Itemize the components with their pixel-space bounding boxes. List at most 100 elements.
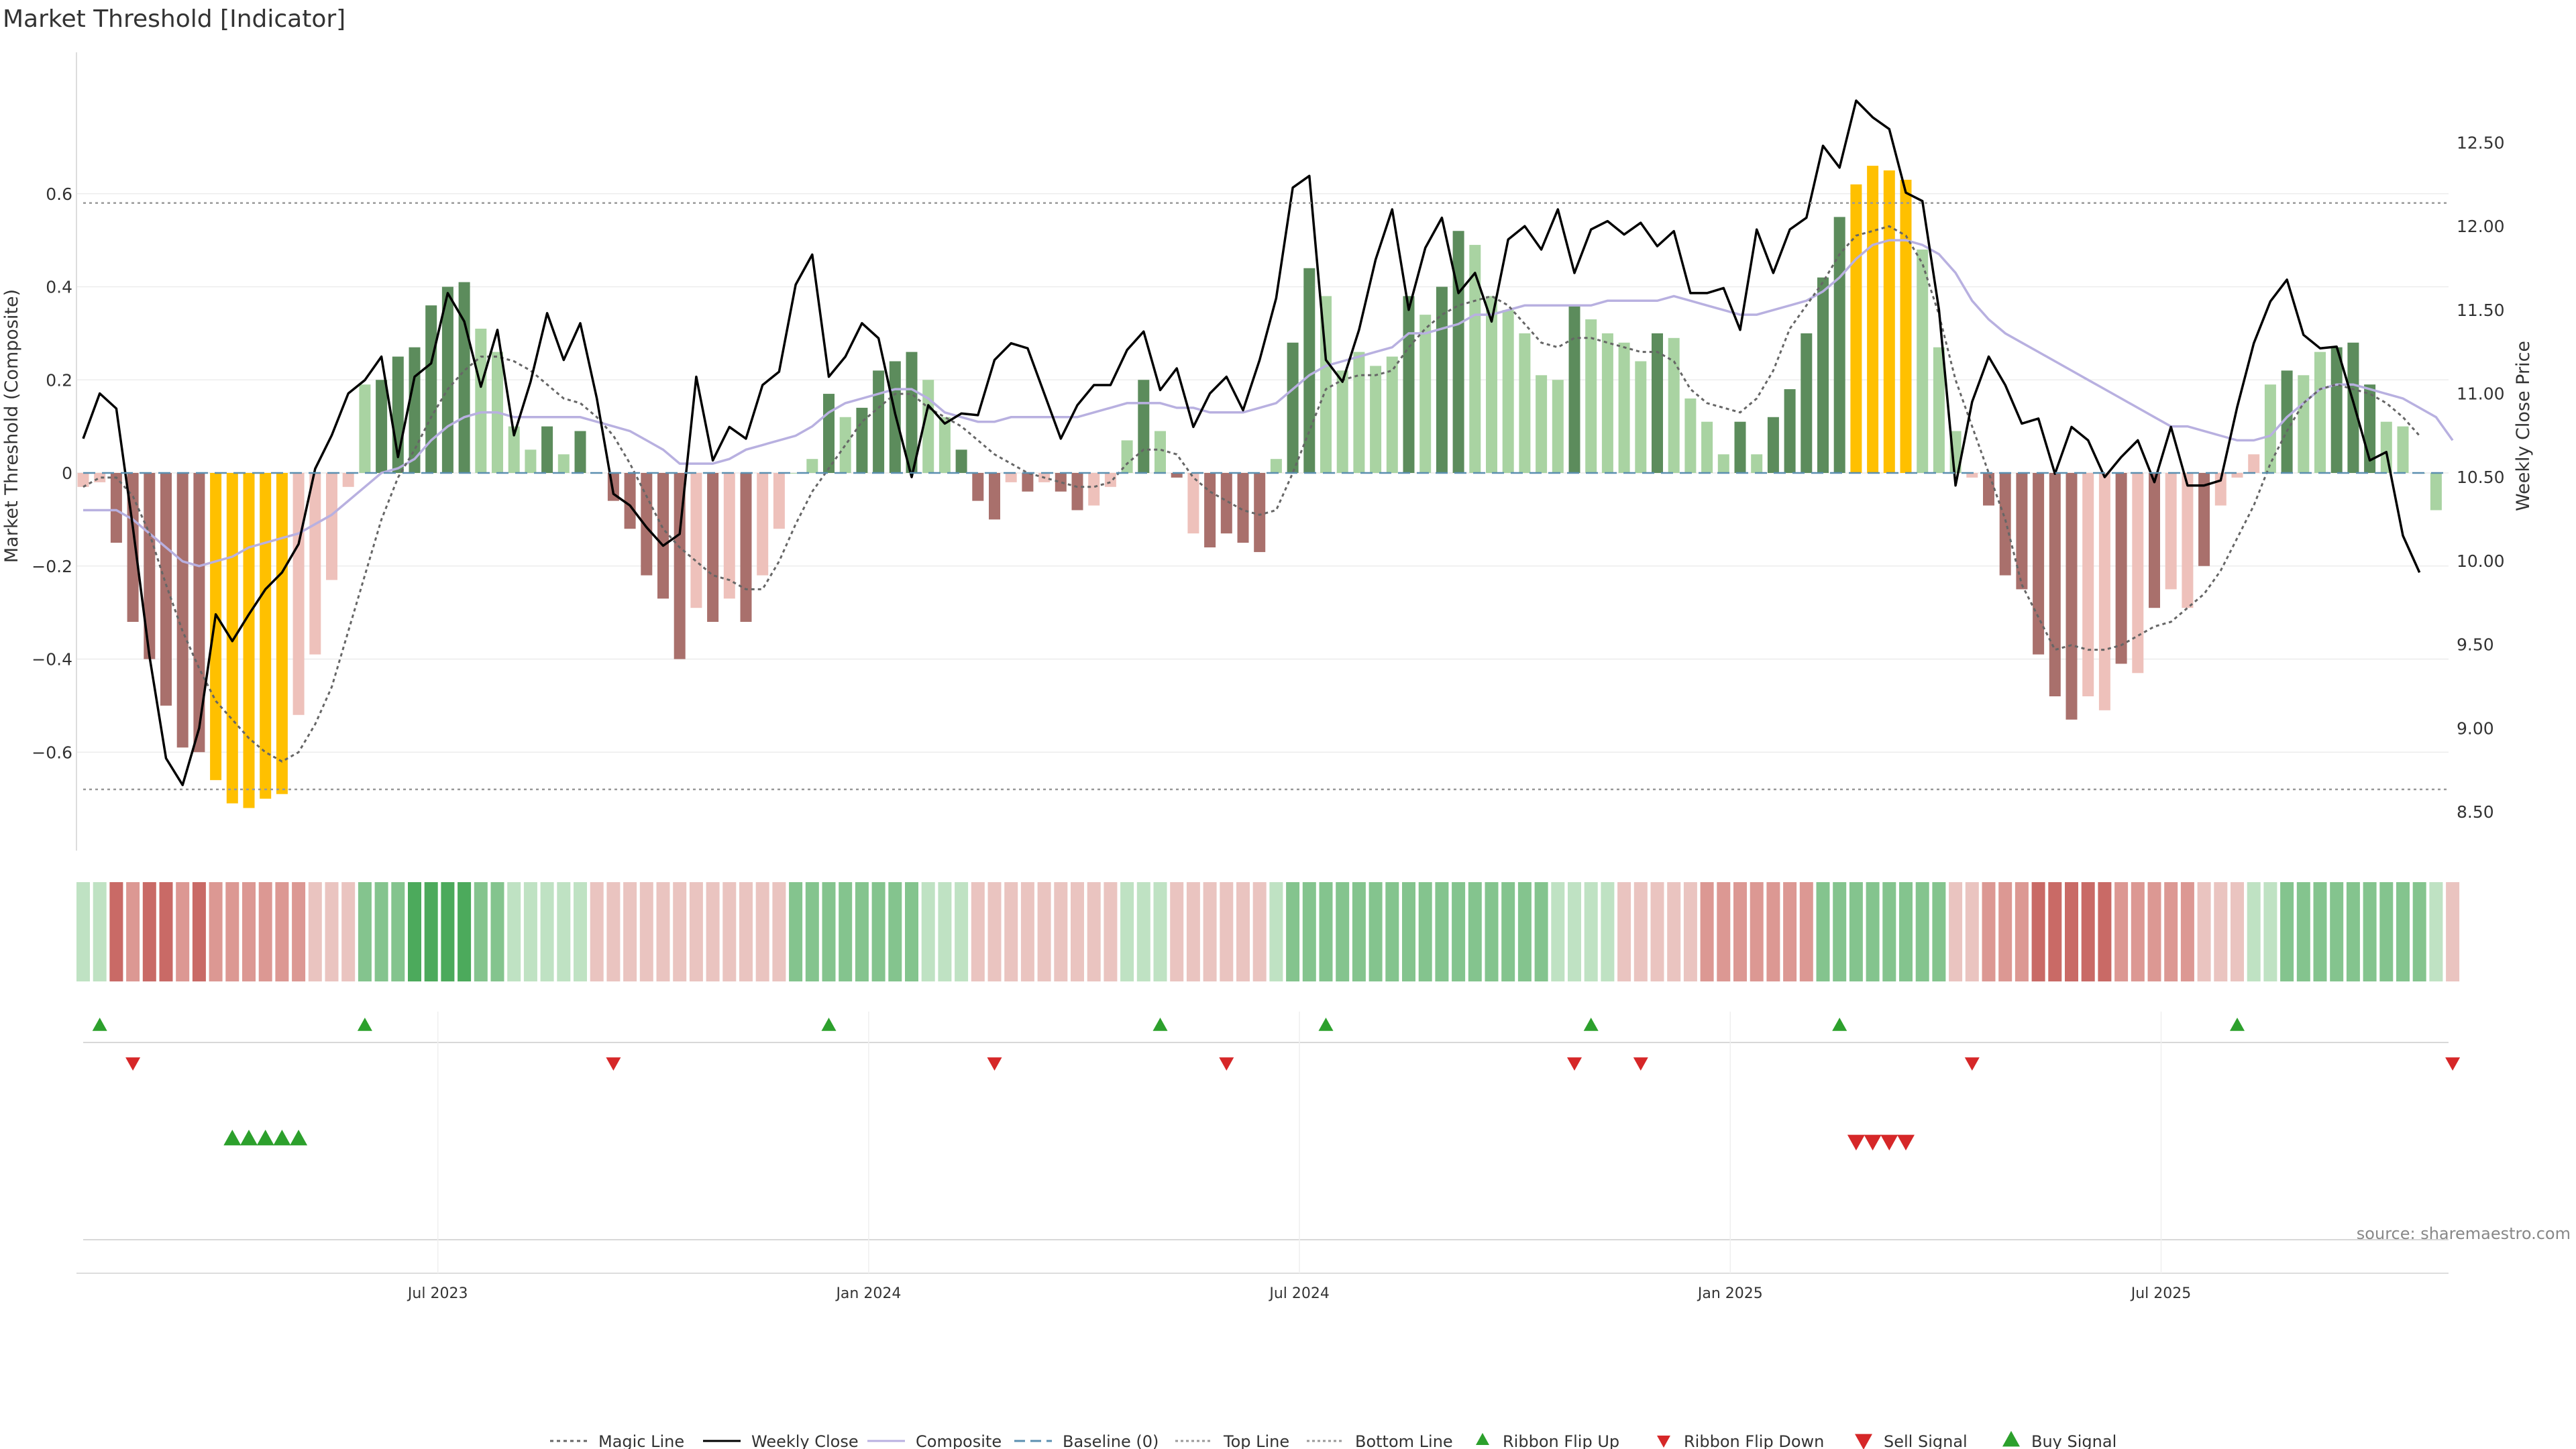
ribbon-cell — [242, 882, 256, 981]
legend-label: Baseline (0) — [1063, 1432, 1159, 1449]
composite-bars — [77, 166, 2442, 808]
ribbon-cell — [159, 882, 173, 981]
composite-bar — [1452, 231, 1464, 473]
composite-bar — [1155, 431, 1166, 473]
ribbon-cell — [1650, 882, 1664, 981]
ribbon-cell — [1104, 882, 1118, 981]
ribbon-cell — [2313, 882, 2327, 981]
ribbon-cell — [2180, 882, 2194, 981]
composite-bar — [1502, 310, 1514, 473]
composite-bar — [1469, 245, 1481, 473]
composite-bar — [674, 473, 686, 659]
ribbon-cell — [2247, 882, 2261, 981]
ribbon-cell — [1269, 882, 1283, 981]
ribbon-cell — [1037, 882, 1051, 981]
composite-bar — [1585, 319, 1597, 473]
composite-bar — [1022, 473, 1034, 492]
composite-bar — [1751, 454, 1763, 473]
ribbon-cell — [1766, 882, 1780, 981]
composite-bar — [2380, 421, 2392, 473]
right-tick-label: 9.50 — [2457, 635, 2494, 655]
composite-bar — [1618, 342, 1630, 473]
ribbon-cell — [689, 882, 703, 981]
ribbon-cell — [590, 882, 604, 981]
ribbon-cell — [1485, 882, 1499, 981]
ribbon-flip-down-marker — [2445, 1057, 2461, 1071]
composite-bar — [2430, 473, 2442, 511]
ribbon-flip-down-marker — [1219, 1057, 1234, 1071]
legend-label: Bottom Line — [1355, 1432, 1453, 1449]
ribbon-cell — [325, 882, 339, 981]
composite-bar — [1801, 333, 1813, 473]
left-tick-label: −0.2 — [32, 557, 72, 576]
ribbon-cell — [987, 882, 1002, 981]
ribbon-cell — [1220, 882, 1234, 981]
composite-bar — [226, 473, 238, 804]
composite-bar — [110, 473, 122, 543]
ribbon-cell — [1849, 882, 1863, 981]
composite-bar — [757, 473, 769, 576]
legend-item: Magic Line — [550, 1432, 684, 1449]
composite-bar — [2198, 473, 2210, 566]
composite-bar — [1519, 333, 1531, 473]
composite-bar — [723, 473, 735, 599]
ribbon-cell — [1750, 882, 1764, 981]
composite-bar — [309, 473, 321, 655]
ribbon-cell — [755, 882, 769, 981]
ribbon-cell — [2231, 882, 2244, 981]
composite-bar — [657, 473, 669, 599]
composite-bar — [342, 473, 354, 487]
ribbon-cell — [955, 882, 969, 981]
ribbon-cell — [1054, 882, 1068, 981]
composite-bar — [1121, 440, 1133, 473]
ribbon-cell — [2031, 882, 2045, 981]
composite-bar — [1088, 473, 1100, 506]
left-tick-label: −0.4 — [32, 650, 72, 669]
composite-bar — [641, 473, 653, 576]
ribbon-cell — [341, 882, 356, 981]
ribbon-cell — [1435, 882, 1449, 981]
ribbon-cell — [126, 882, 140, 981]
composite-bar — [1568, 305, 1580, 473]
right-tick-label: 12.50 — [2457, 133, 2505, 152]
buy-signal-marker — [290, 1130, 308, 1146]
ribbon-cell — [1799, 882, 1813, 981]
axes: −0.6 −0.4 −0.2 0 0.2 0.4 0.6 8.50 9.00 9.50 10.00 1… — [32, 52, 2505, 851]
composite-bar — [441, 286, 453, 473]
composite-bar — [1817, 277, 1829, 473]
ribbon-cell — [805, 882, 819, 981]
ribbon-flip-down-marker — [1567, 1057, 1582, 1071]
composite-bar — [1237, 473, 1249, 543]
legend-item: Composite — [867, 1432, 1002, 1449]
ribbon-cell — [1899, 882, 1913, 981]
legend-label: Sell Signal — [1884, 1432, 1968, 1449]
composite-bar — [624, 473, 636, 529]
ribbon-cell — [76, 882, 90, 981]
composite-bar — [972, 473, 984, 501]
composite-bar — [1767, 417, 1779, 473]
composite-bar — [359, 384, 371, 473]
ribbon-cell — [1568, 882, 1581, 981]
ribbon-cell — [2429, 882, 2443, 981]
composite-bar — [1536, 375, 1548, 473]
composite-bar — [2231, 473, 2243, 478]
composite-bar — [2065, 473, 2078, 720]
ribbon-flip-up-marker — [2230, 1018, 2245, 1031]
ribbon-flip-up-marker — [1152, 1018, 1168, 1031]
ribbon-cell — [2296, 882, 2310, 981]
composite-bar — [1336, 370, 1348, 473]
composite-bar — [2033, 473, 2045, 655]
ribbon-cell — [1153, 882, 1167, 981]
composite-bar — [1419, 315, 1432, 473]
ribbon-cell — [1452, 882, 1466, 981]
composite-bar — [243, 473, 255, 808]
right-tick-label: 9.00 — [2457, 718, 2494, 738]
ribbon-cell — [2098, 882, 2112, 981]
left-tick-label: 0.2 — [46, 370, 72, 390]
ribbon-cell — [921, 882, 935, 981]
ribbon-cell — [1402, 882, 1415, 981]
ribbon-cell — [2065, 882, 2078, 981]
composite-bar — [210, 473, 222, 780]
ribbon-cell — [1236, 882, 1250, 981]
composite-bar — [1652, 333, 1663, 473]
